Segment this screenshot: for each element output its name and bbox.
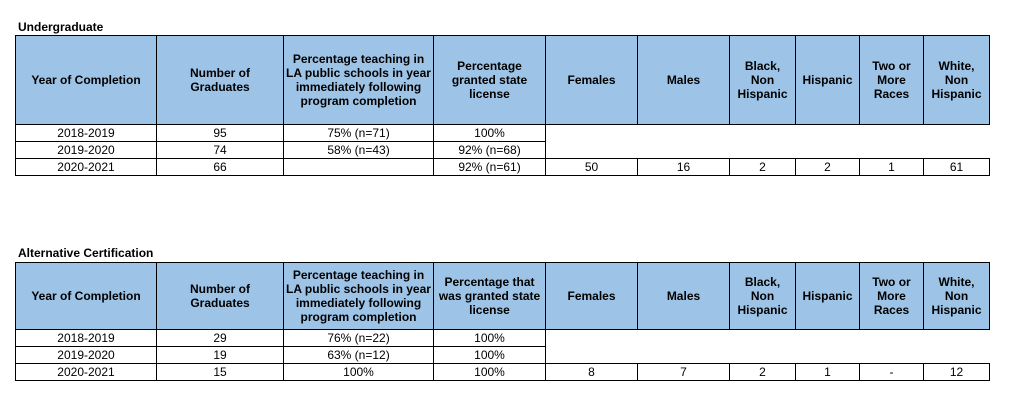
undergraduate-title: Undergraduate — [18, 20, 104, 34]
header-cell: Number of Graduates — [156, 262, 284, 330]
table-cell: 100% — [433, 329, 546, 347]
table-cell: 2018-2019 — [15, 329, 157, 347]
table-cell: 19 — [156, 346, 284, 364]
table-cell: 100% — [433, 363, 546, 381]
table-cell: 76% (n=22) — [283, 329, 434, 347]
header-row: Year of Completion Number of Graduates P… — [15, 35, 990, 125]
table-cell: 50 — [545, 158, 638, 176]
header-cell: Percentage teaching in LA public schools… — [283, 35, 434, 125]
table-cell: 1 — [859, 158, 924, 176]
table-cell — [283, 158, 434, 176]
table-row: 2019-2020 74 58% (n=43) 92% (n=68) — [15, 141, 990, 159]
table-cell: 95 — [156, 124, 284, 142]
table-cell: 2018-2019 — [15, 124, 157, 142]
table-row: 2019-2020 19 63% (n=12) 100% — [15, 346, 990, 364]
empty-cell — [546, 347, 990, 364]
header-cell: Females — [545, 35, 638, 125]
header-cell: Percentage that was granted state licens… — [433, 262, 546, 330]
table-cell: 8 — [545, 363, 638, 381]
header-cell: Males — [637, 35, 730, 125]
alternative-certification-table: Year of Completion Number of Graduates P… — [15, 262, 990, 381]
header-cell: Two or More Races — [859, 262, 924, 330]
table-cell: 58% (n=43) — [283, 141, 434, 159]
table-cell: 12 — [923, 363, 990, 381]
header-cell: Percentage granted state license — [433, 35, 546, 125]
table-cell: 2020-2021 — [15, 363, 157, 381]
empty-cell — [546, 142, 990, 159]
table-cell: 2 — [729, 158, 796, 176]
table-cell: 2020-2021 — [15, 158, 157, 176]
table-cell: 29 — [156, 329, 284, 347]
empty-cell — [546, 330, 990, 347]
table-cell: 16 — [637, 158, 730, 176]
table-cell: 7 — [637, 363, 730, 381]
table-cell: 92% (n=61) — [433, 158, 546, 176]
header-cell: Year of Completion — [15, 262, 157, 330]
header-cell: Hispanic — [795, 35, 860, 125]
table-cell: 61 — [923, 158, 990, 176]
header-cell: White, Non Hispanic — [923, 35, 990, 125]
table-row: 2020-2021 15 100% 100% 8 7 2 1 - 12 — [15, 363, 990, 381]
table-cell: 2019-2020 — [15, 346, 157, 364]
header-cell: Males — [637, 262, 730, 330]
header-cell: Number of Graduates — [156, 35, 284, 125]
table-row: 2020-2021 66 92% (n=61) 50 16 2 2 1 61 — [15, 158, 990, 176]
table-cell: 2019-2020 — [15, 141, 157, 159]
table-cell: 1 — [795, 363, 860, 381]
header-cell: Two or More Races — [859, 35, 924, 125]
header-cell: Black, Non Hispanic — [729, 262, 796, 330]
table-cell: - — [859, 363, 924, 381]
table-cell: 100% — [283, 363, 434, 381]
header-cell: Year of Completion — [15, 35, 157, 125]
header-cell: White, Non Hispanic — [923, 262, 990, 330]
table-cell: 66 — [156, 158, 284, 176]
table-cell: 2 — [729, 363, 796, 381]
header-cell: Hispanic — [795, 262, 860, 330]
table-cell: 92% (n=68) — [433, 141, 546, 159]
header-cell: Black, Non Hispanic — [729, 35, 796, 125]
table-cell: 75% (n=71) — [283, 124, 434, 142]
table-row: 2018-2019 29 76% (n=22) 100% — [15, 329, 990, 347]
alternative-certification-title: Alternative Certification — [18, 246, 154, 260]
header-cell: Percentage teaching in LA public schools… — [283, 262, 434, 330]
table-cell: 2 — [795, 158, 860, 176]
table-cell: 63% (n=12) — [283, 346, 434, 364]
table-cell: 100% — [433, 346, 546, 364]
table-cell: 74 — [156, 141, 284, 159]
header-row: Year of Completion Number of Graduates P… — [15, 262, 990, 330]
table-cell: 15 — [156, 363, 284, 381]
table-row: 2018-2019 95 75% (n=71) 100% — [15, 124, 990, 142]
table-cell: 100% — [433, 124, 546, 142]
empty-cell — [546, 125, 990, 142]
undergraduate-table: Year of Completion Number of Graduates P… — [15, 35, 990, 176]
header-cell: Females — [545, 262, 638, 330]
